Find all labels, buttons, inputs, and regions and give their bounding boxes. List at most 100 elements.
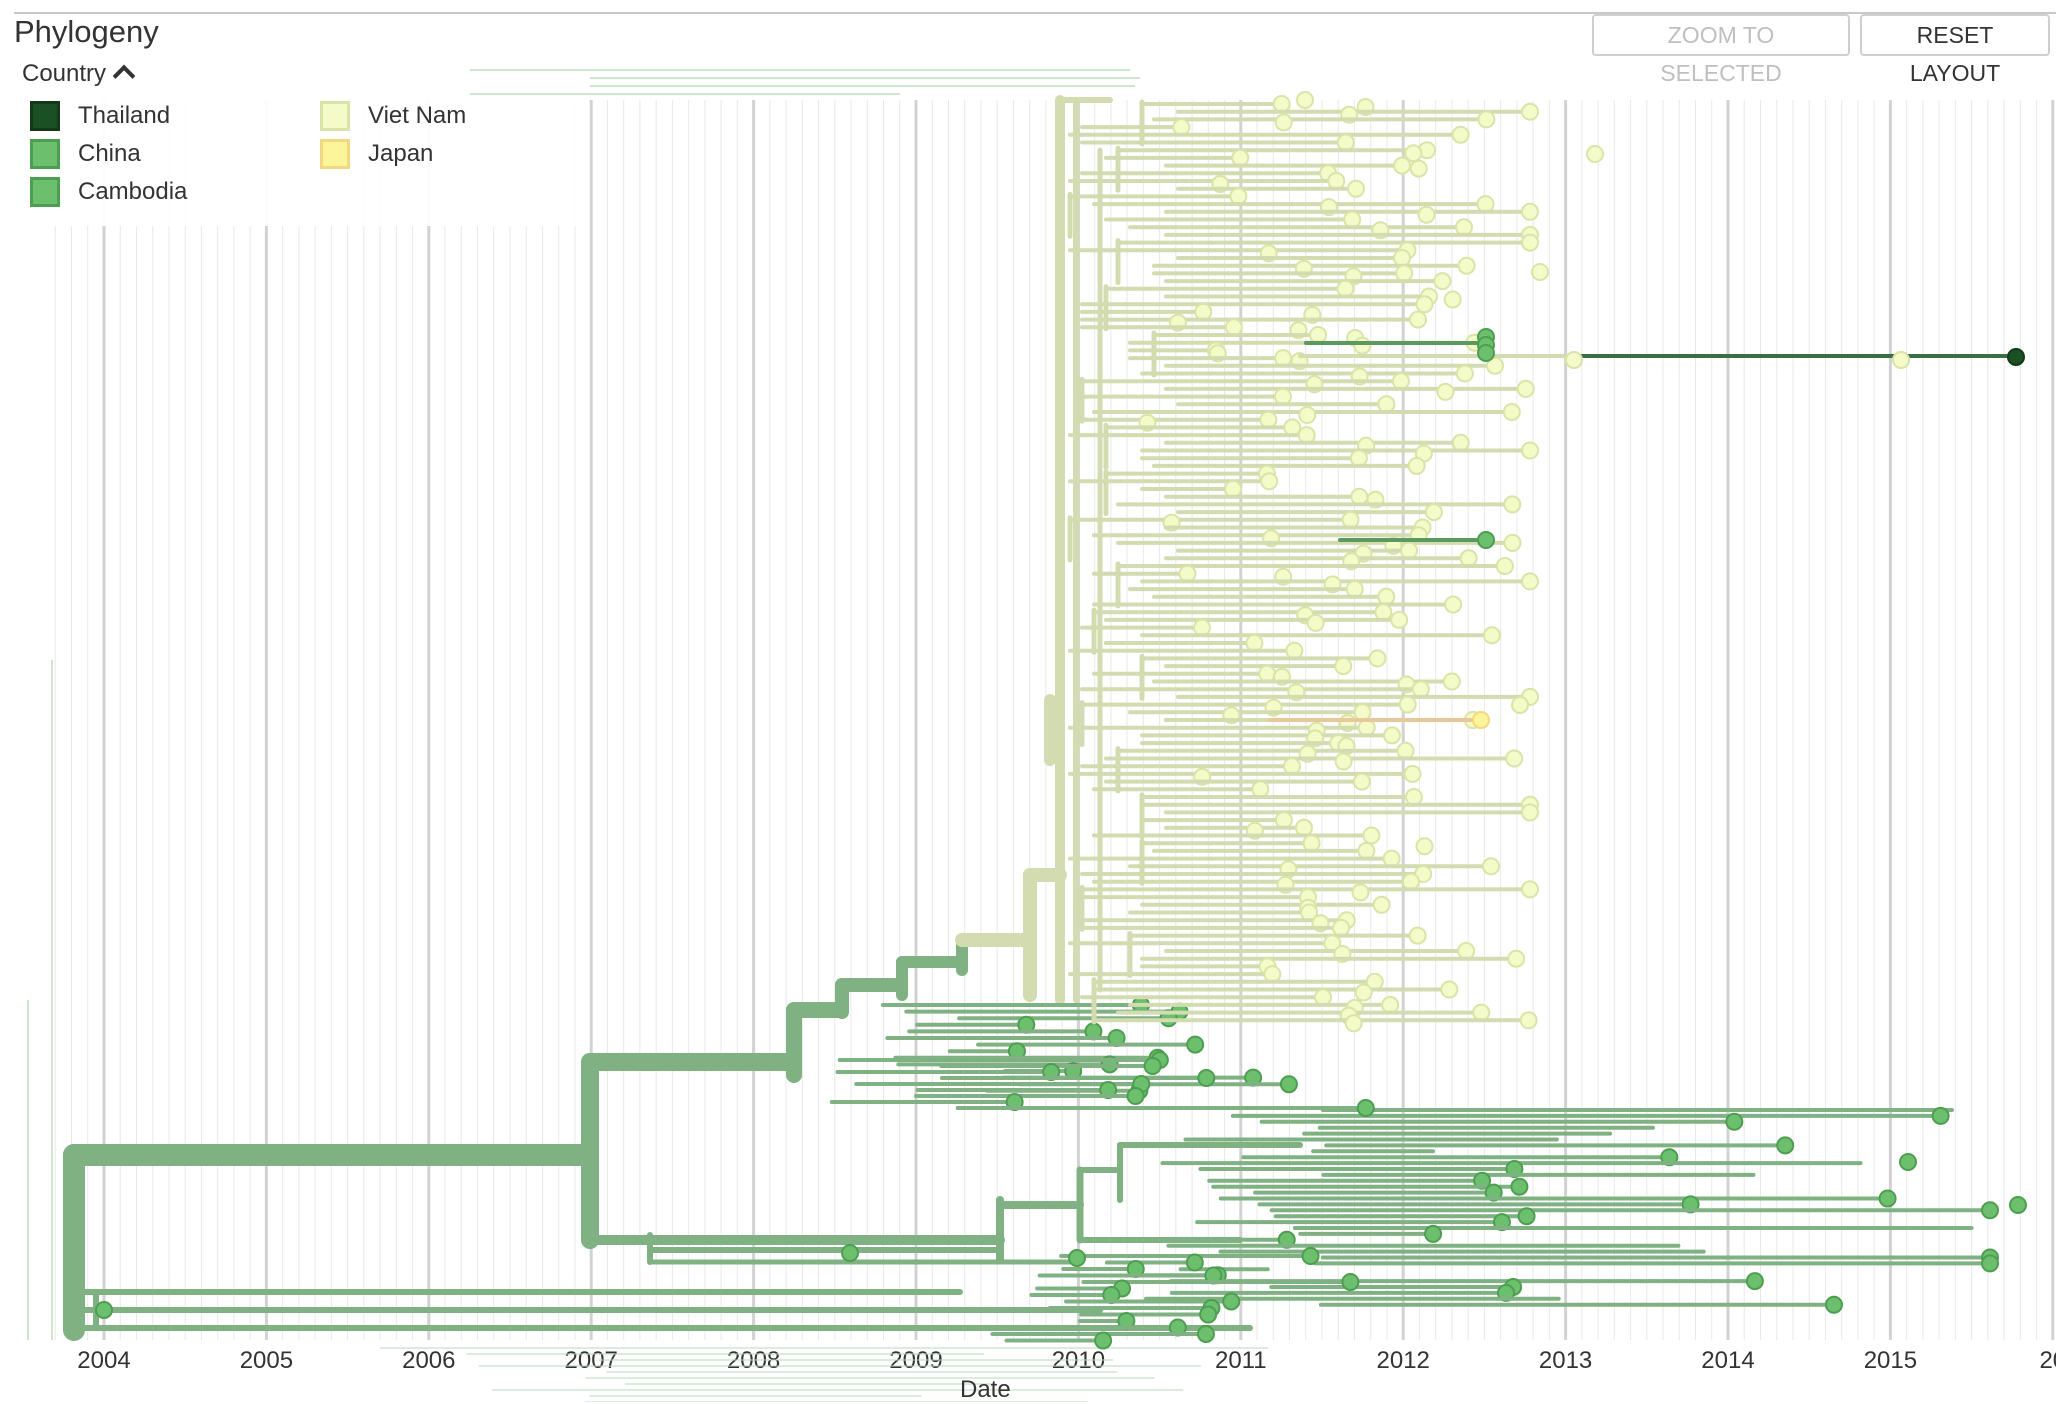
zoom-to-selected-button[interactable]: ZOOM TO SELECTED <box>1592 14 1850 86</box>
tip-node[interactable] <box>1306 613 1325 632</box>
tip-node[interactable] <box>1472 711 1490 729</box>
tip-node[interactable] <box>1334 752 1353 771</box>
tip-node[interactable] <box>1143 1057 1162 1075</box>
tip-node[interactable] <box>1408 310 1427 329</box>
tip-node[interactable] <box>1398 695 1417 714</box>
tip-node[interactable] <box>1231 148 1250 167</box>
tip-node[interactable] <box>1459 549 1478 568</box>
tip-node[interactable] <box>1521 102 1539 121</box>
tip-node[interactable] <box>1477 531 1495 549</box>
tip-node[interactable] <box>1274 811 1293 830</box>
tip-node[interactable] <box>1126 1087 1145 1105</box>
tip-node[interactable] <box>2009 1196 2027 1214</box>
tip-node[interactable] <box>1372 895 1391 914</box>
tip-node[interactable] <box>1424 1224 1443 1243</box>
tip-node[interactable] <box>1451 433 1470 452</box>
tip-node[interactable] <box>1472 1003 1491 1022</box>
tip-node[interactable] <box>1482 626 1501 645</box>
tip-node[interactable] <box>1368 649 1387 668</box>
legend-item-viet-nam[interactable]: Viet Nam <box>320 98 466 134</box>
tip-node[interactable] <box>1272 95 1291 113</box>
tip-node[interactable] <box>1349 449 1368 468</box>
tip-node[interactable] <box>1411 680 1430 699</box>
legend-item-japan[interactable]: Japan <box>320 136 433 172</box>
tip-node[interactable] <box>1725 1112 1744 1131</box>
tip-node[interactable] <box>1224 480 1243 498</box>
tip-node[interactable] <box>1382 726 1401 745</box>
tip-node[interactable] <box>2007 348 2025 366</box>
tip-node[interactable] <box>1285 641 1304 660</box>
tip-node[interactable] <box>1199 1305 1218 1324</box>
tip-node[interactable] <box>1343 210 1362 229</box>
tip-node[interactable] <box>1251 780 1270 799</box>
tip-node[interactable] <box>1341 510 1360 529</box>
tip-node[interactable] <box>1298 406 1317 424</box>
tip-node[interactable] <box>1745 1272 1764 1291</box>
tip-node[interactable] <box>1283 757 1302 776</box>
tip-node[interactable] <box>1892 351 1910 369</box>
tip-node[interactable] <box>1274 349 1293 368</box>
tip-node[interactable] <box>1196 1325 1215 1343</box>
tip-node[interactable] <box>1352 772 1371 791</box>
legend-item-thailand[interactable]: Thailand <box>30 98 170 134</box>
tip-node[interactable] <box>1899 1153 1917 1171</box>
tip-node[interactable] <box>1404 788 1423 806</box>
tip-node[interactable] <box>1259 410 1278 429</box>
tip-node[interactable] <box>1531 263 1549 281</box>
tip-node[interactable] <box>1354 983 1373 1002</box>
tip-node[interactable] <box>1436 382 1455 401</box>
tip-node[interactable] <box>1302 834 1321 853</box>
tip-node[interactable] <box>1521 441 1539 460</box>
tip-node[interactable] <box>841 1244 859 1262</box>
tip-node[interactable] <box>1477 344 1495 362</box>
tip-node[interactable] <box>1362 826 1381 845</box>
tip-node[interactable] <box>1443 290 1462 309</box>
tip-node[interactable] <box>1415 837 1434 856</box>
tip-node[interactable] <box>1336 279 1355 298</box>
tip-node[interactable] <box>1347 179 1366 198</box>
tip-node[interactable] <box>1172 118 1191 137</box>
tip-node[interactable] <box>1094 1331 1113 1350</box>
tip-node[interactable] <box>1197 1069 1216 1087</box>
tip-node[interactable] <box>1327 172 1346 190</box>
tip-node[interactable] <box>1403 764 1422 783</box>
tip-node[interactable] <box>1495 557 1514 575</box>
tip-node[interactable] <box>1586 145 1604 163</box>
tip-node[interactable] <box>1502 403 1521 421</box>
tip-node[interactable] <box>1229 187 1248 206</box>
tip-node[interactable] <box>95 1301 113 1319</box>
tip-node[interactable] <box>1415 295 1434 314</box>
tip-node[interactable] <box>1314 988 1333 1007</box>
tip-node[interactable] <box>1296 91 1314 109</box>
tip-node[interactable] <box>1393 156 1412 175</box>
legend-toggle[interactable]: Country <box>22 60 136 88</box>
tip-node[interactable] <box>1565 351 1583 369</box>
tip-node[interactable] <box>1336 133 1355 152</box>
tip-node[interactable] <box>1454 218 1473 237</box>
tip-node[interactable] <box>1390 610 1409 629</box>
tip-node[interactable] <box>1424 503 1443 522</box>
tip-node[interactable] <box>1519 1011 1538 1030</box>
tip-node[interactable] <box>1273 387 1292 406</box>
tip-node[interactable] <box>1931 1106 1950 1125</box>
tip-node[interactable] <box>1511 696 1529 714</box>
tip-node[interactable] <box>1391 372 1410 391</box>
tip-node[interactable] <box>1455 364 1474 383</box>
tip-node[interactable] <box>1507 949 1526 968</box>
tip-node[interactable] <box>1350 487 1369 506</box>
tip-node[interactable] <box>1404 144 1423 163</box>
tip-node[interactable] <box>1396 741 1415 760</box>
tip-node[interactable] <box>1477 110 1496 129</box>
tip-node[interactable] <box>1451 125 1470 144</box>
tip-node[interactable] <box>1357 718 1376 737</box>
tip-node[interactable] <box>1294 818 1313 837</box>
tip-node[interactable] <box>1186 1035 1205 1054</box>
tip-node[interactable] <box>1178 564 1197 583</box>
tip-node[interactable] <box>1377 395 1396 414</box>
tip-node[interactable] <box>1224 318 1243 337</box>
tip-node[interactable] <box>1334 657 1353 676</box>
tip-node[interactable] <box>1345 580 1364 599</box>
tip-node[interactable] <box>1824 1295 1843 1314</box>
tip-node[interactable] <box>1382 849 1401 868</box>
